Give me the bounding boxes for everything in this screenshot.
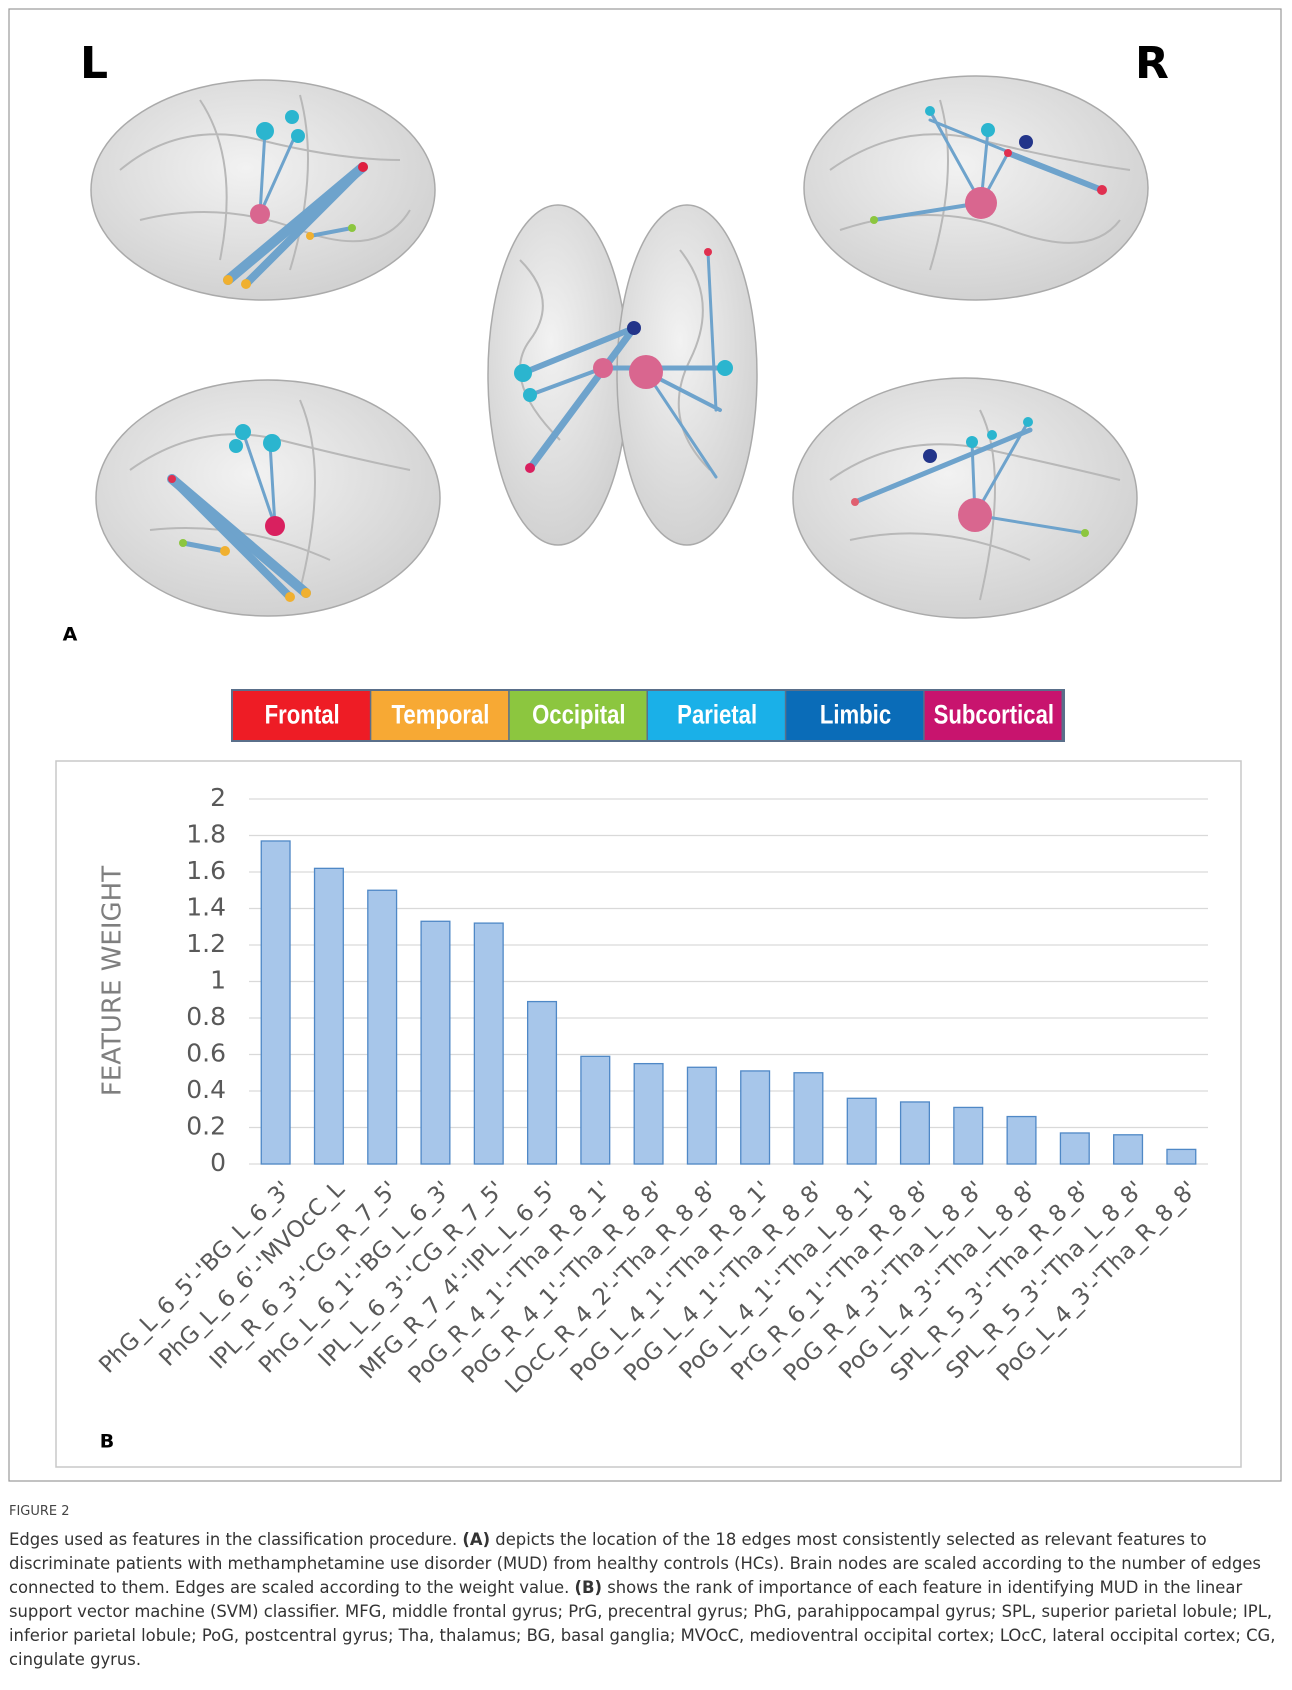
brain-axial [488, 205, 757, 545]
bar [421, 921, 450, 1164]
panel-b-label: B [100, 1431, 114, 1453]
bar [741, 1071, 770, 1164]
legend-label: Parietal [677, 701, 757, 731]
legend-label: Temporal [392, 701, 490, 731]
y-tick-label: 1 [210, 966, 226, 995]
left-label: L [80, 38, 108, 89]
chart: 0 0.2 0.4 0.6 0.8 1 1.2 1.4 1.6 1.8 2 FEATURE WEIGH… [94, 783, 1208, 1453]
legend-label: Occipital [532, 701, 625, 731]
bar [1114, 1135, 1143, 1164]
caption-text-part: Edges used as features in the classifica… [9, 1530, 462, 1549]
y-tick-label: 0.6 [186, 1039, 226, 1068]
y-tick-label: 1.2 [186, 929, 226, 958]
bar [687, 1067, 716, 1164]
caption-panel-ref: (B) [575, 1578, 602, 1597]
legend-label: Subcortical [934, 701, 1054, 731]
y-tick-label: 0.4 [186, 1075, 226, 1104]
bar [1007, 1117, 1036, 1164]
bar [1060, 1133, 1089, 1164]
legend-label: Limbic [820, 701, 891, 731]
caption-label: FIGURE 2 [9, 1500, 1281, 1524]
y-tick-label: 0 [210, 1148, 226, 1177]
bar [901, 1102, 930, 1164]
bar [474, 923, 503, 1164]
panel-a-label: A [63, 624, 78, 646]
bar [368, 890, 397, 1164]
bar [581, 1056, 610, 1164]
caption: FIGURE 2 Edges used as features in the c… [9, 1500, 1281, 1672]
y-tick-label: 1.6 [186, 856, 226, 885]
figure: L R A [0, 0, 1292, 1490]
bar [847, 1098, 876, 1164]
bar [528, 1002, 557, 1164]
legend: Frontal Temporal Occipital Parietal Limbic Su… [231, 689, 1065, 742]
brain-right-lateral [804, 76, 1148, 300]
y-tick-label: 1.4 [186, 893, 226, 922]
brain-left-lateral [91, 80, 435, 300]
y-tick-label: 2 [210, 783, 226, 812]
bar [1167, 1149, 1196, 1164]
caption-text: Edges used as features in the classifica… [9, 1528, 1281, 1672]
bar [315, 868, 344, 1164]
y-axis-title: FEATURE WEIGHT [98, 866, 128, 1096]
bar [954, 1107, 983, 1164]
page: L R A [0, 0, 1292, 1690]
caption-panel-ref: (A) [462, 1530, 490, 1549]
bar [634, 1064, 663, 1164]
legend-label: Frontal [265, 701, 340, 731]
y-tick-label: 0.2 [186, 1112, 226, 1141]
y-tick-label: 0.8 [186, 1002, 226, 1031]
brain-right-medial [793, 378, 1137, 618]
right-label: R [1135, 38, 1169, 89]
bar [261, 841, 290, 1164]
y-tick-label: 1.8 [186, 820, 226, 849]
bar [794, 1073, 823, 1164]
brain-left-medial [96, 380, 440, 616]
